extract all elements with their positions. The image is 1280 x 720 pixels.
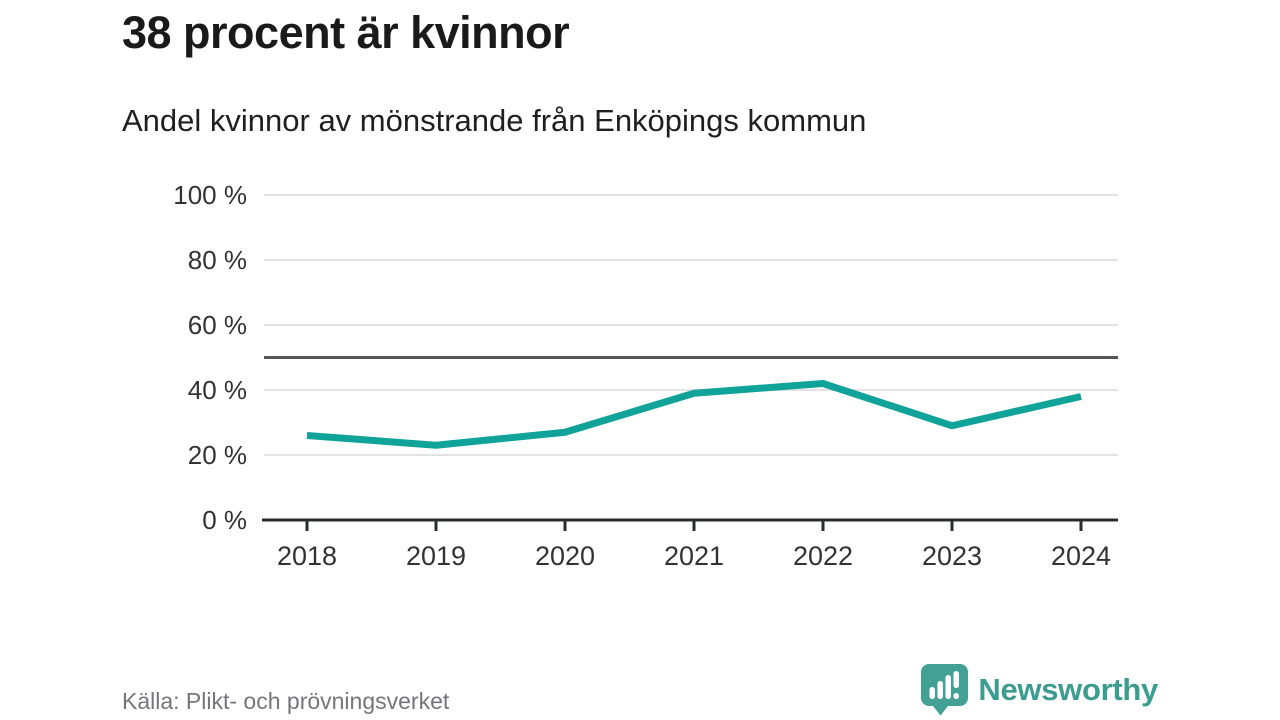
source-note: Källa: Plikt- och prövningsverket: [122, 688, 450, 714]
chart-subtitle: Andel kvinnor av mönstrande från Enköpin…: [122, 103, 867, 138]
y-tick-label-80: 80 %: [187, 245, 247, 275]
chart-title: 38 procent är kvinnor: [122, 7, 570, 58]
y-tick-label-0: 0 %: [202, 505, 247, 535]
x-tick-label-2018: 2018: [276, 541, 338, 571]
x-tick-label-2019: 2019: [405, 541, 467, 571]
x-tick-label-2023: 2023: [921, 541, 983, 571]
x-tick-label-2020: 2020: [534, 541, 596, 571]
trend-line-andel-kvinnor: [306, 380, 1082, 449]
y-tick-label-40: 40 %: [187, 375, 247, 405]
y-tick-label-60: 60 %: [187, 310, 247, 340]
x-tick-label-2024: 2024: [1050, 541, 1112, 571]
newsworthy-logo: Newsworthy: [921, 664, 1158, 716]
brand-name: Newsworthy: [978, 672, 1158, 707]
y-tick-label-20: 20 %: [187, 440, 247, 470]
x-tick-label-2021: 2021: [663, 541, 725, 571]
bar-chart-speech-bubble-icon: [921, 664, 969, 716]
x-tick-label-2022: 2022: [792, 541, 854, 571]
y-tick-label-100: 100 %: [173, 180, 247, 210]
